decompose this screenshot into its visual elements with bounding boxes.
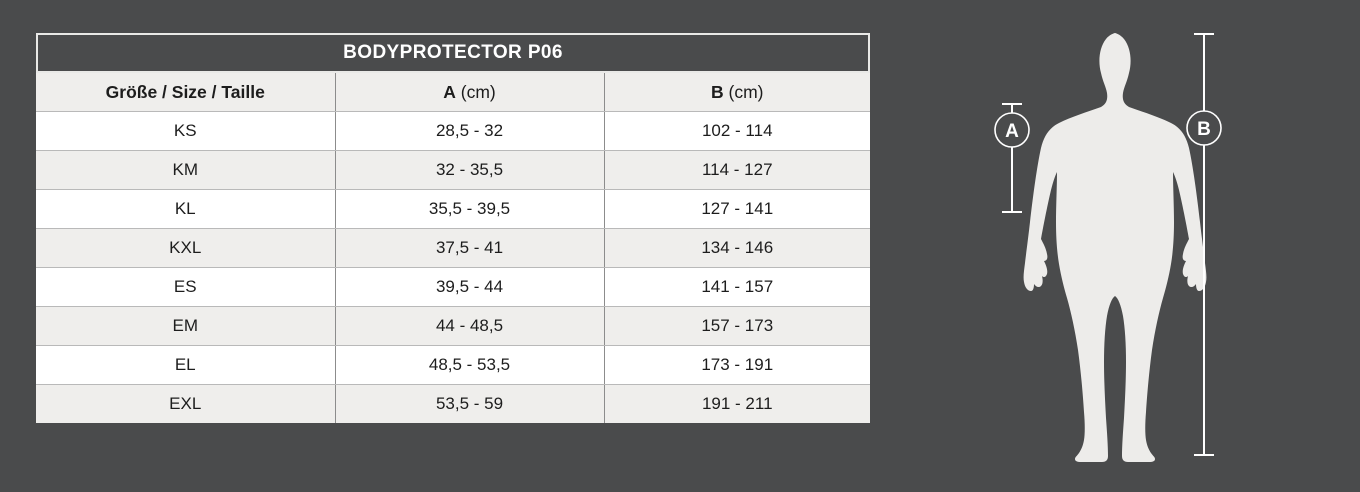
measurement-b-indicator: B bbox=[1186, 33, 1222, 456]
table-row: EM 44 - 48,5 157 - 173 bbox=[36, 306, 870, 346]
cell-b: 173 - 191 bbox=[604, 345, 870, 385]
cell-b: 157 - 173 bbox=[604, 306, 870, 346]
cell-b: 141 - 157 bbox=[604, 267, 870, 307]
cell-b: 114 - 127 bbox=[604, 150, 870, 190]
cell-size: KS bbox=[36, 111, 336, 151]
column-header-a-unit: (cm) bbox=[455, 81, 496, 102]
cell-b: 134 - 146 bbox=[604, 228, 870, 268]
measurement-b-badge bbox=[1186, 110, 1222, 146]
cell-b: 127 - 141 bbox=[604, 189, 870, 229]
cell-a: 53,5 - 59 bbox=[335, 384, 605, 423]
measurement-a-indicator: A bbox=[994, 103, 1030, 213]
column-header-size: Größe / Size / Taille bbox=[36, 73, 336, 112]
table-row: ES 39,5 - 44 141 - 157 bbox=[36, 267, 870, 307]
table-row: KL 35,5 - 39,5 127 - 141 bbox=[36, 189, 870, 229]
cell-a: 35,5 - 39,5 bbox=[335, 189, 605, 229]
cell-size: KXL bbox=[36, 228, 336, 268]
cell-size: EXL bbox=[36, 384, 336, 423]
cell-size: EM bbox=[36, 306, 336, 346]
cell-size: KM bbox=[36, 150, 336, 190]
measurement-a-badge bbox=[994, 112, 1030, 148]
column-header-a-letter: A bbox=[443, 81, 456, 102]
cell-a: 39,5 - 44 bbox=[335, 267, 605, 307]
table-row: KS 28,5 - 32 102 - 114 bbox=[36, 111, 870, 151]
cell-a: 32 - 35,5 bbox=[335, 150, 605, 190]
size-grid: Größe / Size / Taille A (cm) B (cm) KS 2… bbox=[36, 73, 870, 423]
cell-a: 37,5 - 41 bbox=[335, 228, 605, 268]
cell-size: KL bbox=[36, 189, 336, 229]
cell-b: 102 - 114 bbox=[604, 111, 870, 151]
column-header-a: A (cm) bbox=[335, 73, 605, 112]
measurement-a-label: A bbox=[1005, 121, 1019, 142]
table-title: BODYPROTECTOR P06 bbox=[36, 33, 870, 73]
cell-size: EL bbox=[36, 345, 336, 385]
table-row: KXL 37,5 - 41 134 - 146 bbox=[36, 228, 870, 268]
table-row: EXL 53,5 - 59 191 - 211 bbox=[36, 384, 870, 423]
cell-size: ES bbox=[36, 267, 336, 307]
cell-a: 44 - 48,5 bbox=[335, 306, 605, 346]
cell-b: 191 - 211 bbox=[604, 384, 870, 423]
column-header-b-unit: (cm) bbox=[723, 81, 764, 102]
measurement-b-label: B bbox=[1197, 119, 1211, 140]
cell-a: 48,5 - 53,5 bbox=[335, 345, 605, 385]
column-header-b-letter: B bbox=[711, 81, 724, 102]
table-row: EL 48,5 - 53,5 173 - 191 bbox=[36, 345, 870, 385]
measurement-figure-panel: A B bbox=[975, 0, 1265, 492]
cell-a: 28,5 - 32 bbox=[335, 111, 605, 151]
column-header-b: B (cm) bbox=[604, 73, 870, 112]
table-body: KS 28,5 - 32 102 - 114 KM 32 - 35,5 114 … bbox=[36, 111, 870, 423]
table-row: KM 32 - 35,5 114 - 127 bbox=[36, 150, 870, 190]
body-silhouette-icon bbox=[1023, 33, 1207, 462]
table-header-row: Größe / Size / Taille A (cm) B (cm) bbox=[36, 73, 870, 112]
size-chart-table: BODYPROTECTOR P06 Größe / Size / Taille … bbox=[36, 33, 870, 423]
